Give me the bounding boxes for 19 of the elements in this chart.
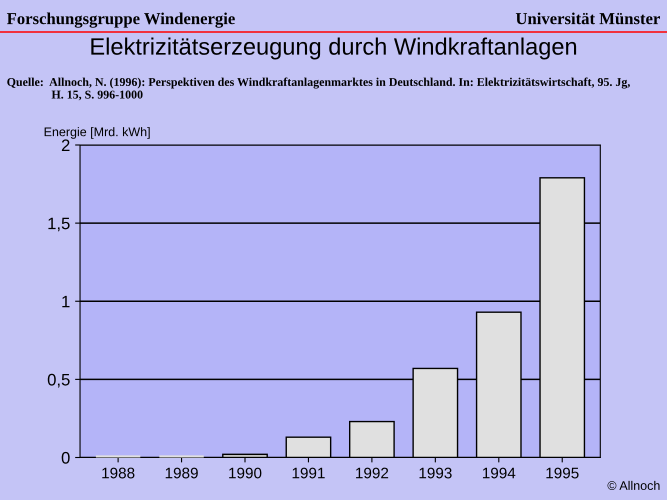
y-tick-label: 0,5 [48,374,70,388]
y-tick-label: 1 [62,296,70,308]
y-axis-title: Energie [Mrd. kWh] [44,127,150,139]
x-tick-label: 1995 [546,468,579,478]
chart-title: Elektrizitätserzeugung durch Windkraftanlagen [91,38,576,60]
x-tick-label: 1991 [292,468,325,478]
x-tick-label: 1992 [356,468,388,478]
x-tick-label: 1990 [229,468,262,478]
text: Forschungsgruppe Windenergie [6,12,235,28]
y-tick-label: 2 [62,139,70,152]
x-tick-label: 1993 [420,468,452,478]
x-tick-label: 1989 [166,468,198,478]
text: © Allnoch [608,480,660,490]
y-tick-label: 0 [62,452,70,464]
y-tick-label: 1,5 [48,218,70,232]
x-tick-label: 1988 [102,468,134,478]
x-tick-label: 1994 [482,468,516,478]
source-note: Quelle: Allnoch, N. (1996): Perspektiven des Windkraftanlagenmarktes in Deutschland. In: Elektrizitätswirtschaft, 95. Jg, H. 15, S. 996-1000 [7,78,630,100]
text: Universität Münster [516,12,660,24]
